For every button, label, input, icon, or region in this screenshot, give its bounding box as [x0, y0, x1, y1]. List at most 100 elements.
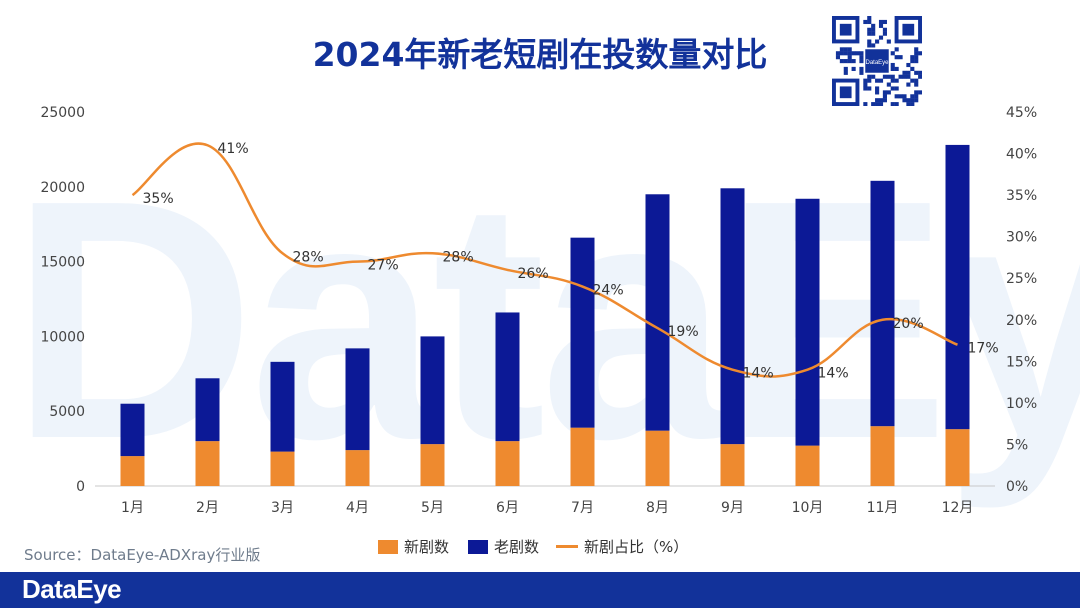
x-tick-label: 11月 [867, 500, 899, 516]
y-left-tick-label: 25000 [40, 105, 85, 121]
qr-module [878, 78, 884, 83]
qr-module [863, 102, 868, 106]
qr-module [843, 47, 848, 52]
y-right-tick-label: 10% [1006, 396, 1037, 412]
qr-module [914, 78, 919, 83]
qr-module [894, 55, 899, 60]
qr-module [882, 19, 887, 25]
footer-bar: DataEye [0, 572, 1080, 608]
qr-module [878, 19, 884, 25]
bar-old [645, 194, 670, 431]
qr-module [878, 35, 884, 40]
qr-module [875, 86, 880, 91]
qr-module [894, 102, 899, 106]
qr-module [835, 55, 841, 60]
qr-module [843, 70, 848, 75]
x-tick-label: 4月 [346, 500, 369, 516]
line-data-label: 41% [218, 141, 249, 157]
qr-module [859, 55, 864, 60]
qr-module [871, 74, 876, 79]
qr-module [882, 31, 887, 36]
qr-finder-core [902, 23, 915, 36]
qr-module [882, 74, 887, 79]
bar-new [645, 430, 670, 486]
qr-logo-text: DataEye [865, 60, 889, 66]
qr-module [918, 90, 922, 95]
x-tick-label: 9月 [721, 500, 744, 516]
qr-module [886, 74, 891, 79]
y-right-tick-label: 0% [1006, 479, 1028, 495]
qr-finder-core [839, 86, 852, 99]
qr-module [843, 51, 848, 56]
qr-module [890, 66, 895, 71]
legend-label-old: 老剧数 [494, 538, 540, 556]
qr-module [839, 47, 844, 52]
y-left-tick-label: 15000 [40, 255, 85, 271]
bar-old [945, 144, 970, 430]
qr-module [843, 59, 848, 64]
qr-module [867, 39, 872, 44]
x-tick-label: 8月 [646, 500, 669, 516]
qr-module [914, 94, 919, 99]
qr-module [839, 51, 844, 56]
qr-module [890, 102, 895, 106]
bar-new [120, 456, 145, 486]
x-tick-label: 3月 [271, 500, 294, 516]
qr-module [871, 102, 876, 106]
qr-module [847, 47, 852, 52]
x-tick-label: 10月 [792, 500, 824, 516]
source-note: Source：DataEye-ADXray行业版 [24, 546, 261, 564]
line-data-label: 35% [143, 191, 174, 207]
qr-logo-box [865, 49, 889, 73]
qr-module [859, 66, 864, 71]
qr-module [851, 66, 856, 71]
qr-module [914, 98, 919, 103]
chart-title: 2024年新老短剧在投数量对比 [312, 35, 768, 74]
qr-module [910, 59, 915, 64]
qr-module [843, 66, 848, 71]
qr-module [882, 27, 887, 32]
qr-module [867, 78, 872, 83]
qr-module [871, 23, 876, 28]
qr-module [851, 51, 856, 56]
qr-module [863, 78, 868, 83]
legend: 新剧数 老剧数 新剧占比（%） [0, 536, 1080, 560]
qr-module [875, 78, 880, 83]
qr-module [847, 51, 852, 56]
bar-new [570, 427, 595, 486]
bar-new [495, 441, 520, 486]
qr-module [835, 51, 841, 56]
bar-old [870, 180, 895, 427]
qr-module [918, 51, 922, 56]
line-data-label: 14% [818, 366, 849, 382]
qr-module [902, 70, 907, 75]
qr-module [867, 86, 872, 91]
line-data-label: 26% [518, 266, 549, 282]
y-left-tick-label: 0 [76, 479, 85, 495]
y-right-tick-label: 20% [1006, 313, 1037, 329]
bar-old [195, 378, 220, 442]
qr-module [867, 16, 872, 21]
y-right-tick-label: 40% [1006, 147, 1037, 163]
qr-module [882, 98, 887, 103]
qr-module [910, 94, 915, 99]
qr-module [886, 90, 891, 95]
qr-module [867, 31, 872, 36]
x-tick-label: 6月 [496, 500, 519, 516]
qr-finder-core [839, 23, 852, 36]
qr-module [890, 74, 895, 79]
qr-module [839, 59, 844, 64]
qr-module [918, 74, 922, 79]
qr-module [910, 66, 915, 71]
bar-old [120, 403, 145, 457]
qr-module [894, 94, 899, 99]
qr-module [890, 86, 895, 91]
bar-new [195, 441, 220, 486]
line-data-label: 27% [368, 258, 399, 274]
qr-module [863, 86, 868, 91]
qr-module [863, 82, 868, 87]
legend-swatch-new [378, 539, 398, 554]
legend-item-old: 老剧数 [468, 536, 539, 557]
y-right-tick-label: 35% [1006, 188, 1037, 204]
qr-module [898, 94, 903, 99]
